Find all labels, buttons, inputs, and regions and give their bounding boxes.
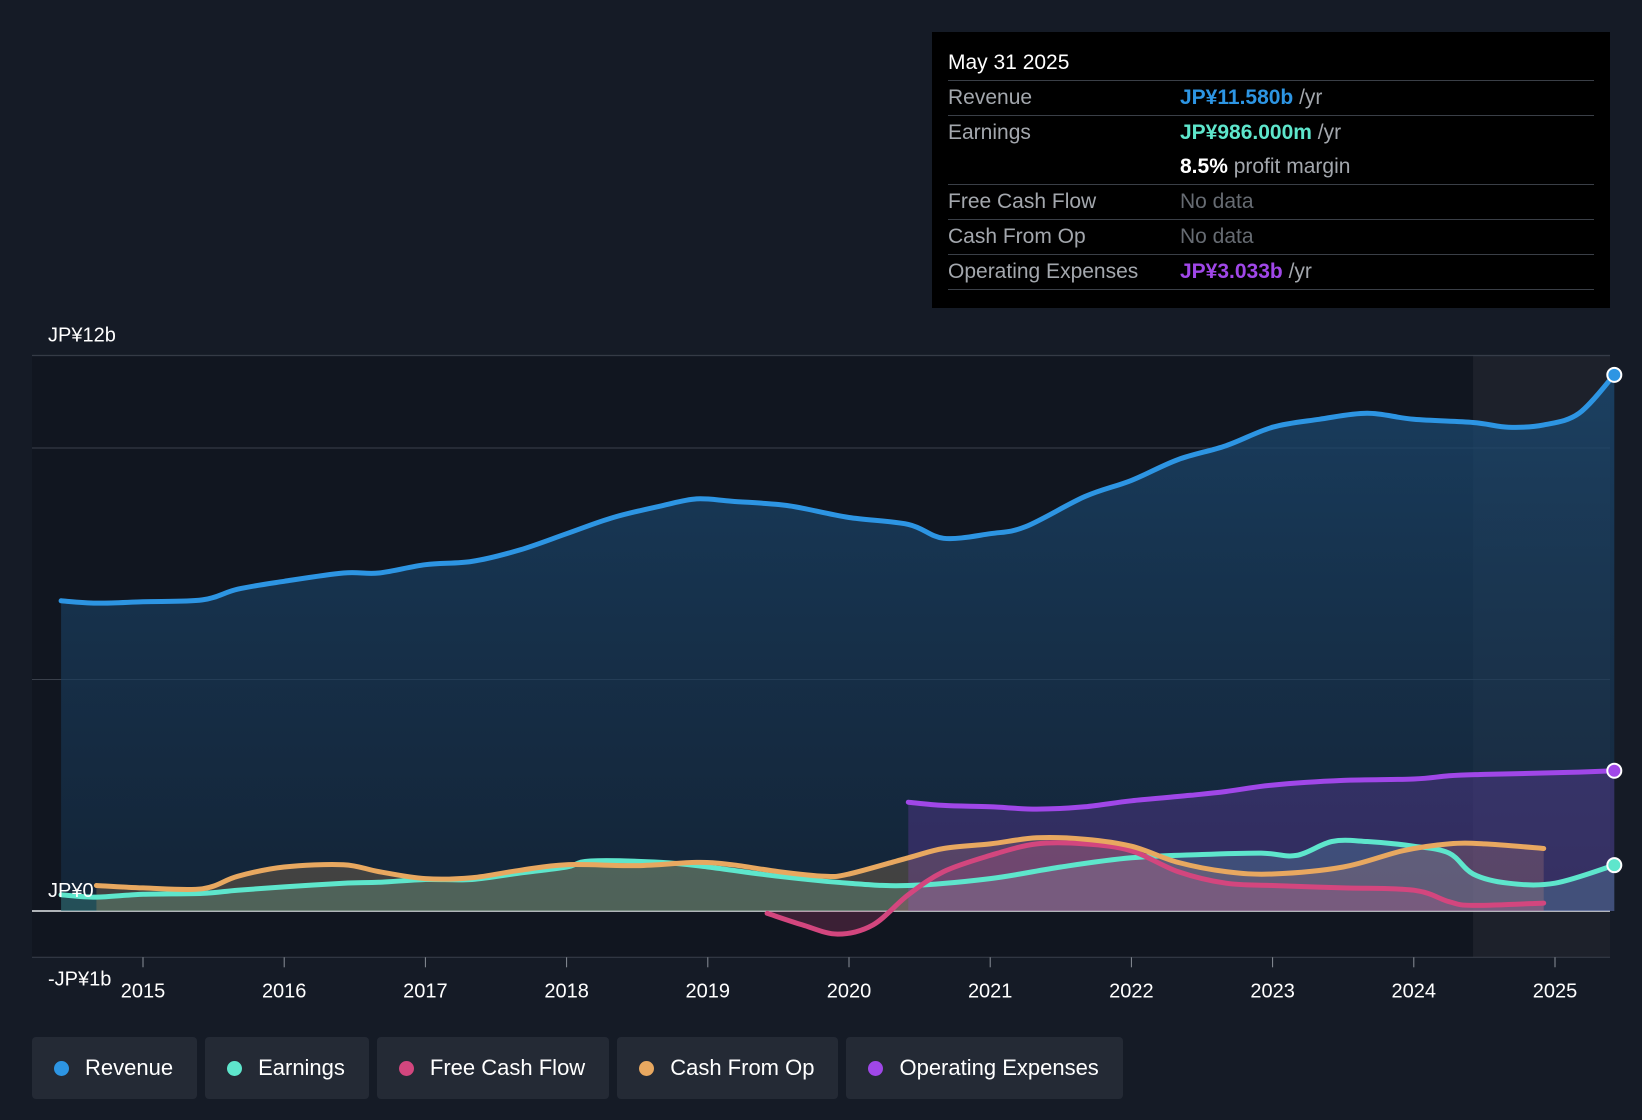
tooltip-label: Free Cash Flow	[948, 190, 1097, 213]
legend-item-cash-from-op[interactable]: Cash From Op	[617, 1037, 839, 1099]
legend-dot-icon	[54, 1060, 69, 1076]
operating-expenses-line	[905, 768, 1617, 812]
cash-from-op-area	[96, 837, 1544, 911]
legend-label: Earnings	[258, 1055, 345, 1080]
tooltip-unit: profit margin	[1227, 155, 1351, 178]
legend-item-earnings[interactable]: Earnings	[205, 1037, 369, 1099]
legend-dot-icon	[868, 1060, 884, 1076]
tooltip-label: Earnings	[948, 121, 1031, 144]
y-axis-label: -JP¥1b	[48, 968, 111, 990]
tooltip-row-operating-expenses: Operating Expenses JP¥3.033b /yr	[948, 255, 1594, 290]
tooltip-value: JP¥11.580b	[1180, 86, 1294, 109]
x-tick-label: 2020	[827, 980, 872, 1002]
x-tick-label: 2019	[686, 980, 731, 1002]
earnings-end-marker	[1606, 857, 1623, 874]
legend-item-revenue[interactable]: Revenue	[32, 1037, 198, 1099]
legend-item-operating-expenses[interactable]: Operating Expenses	[846, 1037, 1123, 1099]
legend-label: Cash From Op	[670, 1055, 815, 1080]
operating-expenses-end-marker	[1606, 762, 1623, 779]
earnings-area	[61, 840, 1615, 911]
legend-label: Free Cash Flow	[429, 1055, 586, 1080]
revenue-area	[61, 374, 1615, 911]
tooltip-value: No data	[1180, 190, 1254, 213]
earnings-line	[58, 837, 1617, 900]
revenue-end-marker	[1606, 366, 1623, 383]
x-tick-label: 2025	[1533, 980, 1578, 1002]
x-tick-label: 2024	[1392, 980, 1437, 1002]
free-cash-flow-line	[764, 840, 1547, 937]
tooltip-label: Revenue	[948, 86, 1033, 109]
tooltip-unit: /yr	[1282, 260, 1312, 283]
x-tick-label: 2018	[544, 980, 589, 1002]
legend-item-free-cash-flow[interactable]: Free Cash Flow	[376, 1037, 610, 1099]
x-tick-label: 2017	[403, 980, 448, 1002]
tooltip-row-earnings: Earnings JP¥986.000m /yr	[948, 116, 1594, 150]
y-axis-label: JP¥12b	[48, 324, 116, 346]
revenue-line	[58, 372, 1617, 606]
tooltip-row-free-cash-flow: Free Cash Flow No data	[948, 185, 1594, 220]
tooltip-value: No data	[1180, 225, 1254, 248]
tooltip-value: 8.5%	[1180, 155, 1228, 178]
tooltip-label: Cash From Op	[948, 225, 1086, 248]
cash-from-op-line	[93, 835, 1547, 893]
x-tick-label: 2015	[121, 980, 166, 1002]
tooltip-label	[948, 150, 1180, 184]
tooltip-unit: /yr	[1311, 121, 1342, 144]
legend: Revenue Earnings Free Cash Flow Cash Fro…	[32, 1037, 1123, 1099]
x-tick-label: 2023	[1250, 980, 1295, 1002]
tooltip-row-cash-from-op: Cash From Op No data	[948, 220, 1594, 255]
legend-dot-icon	[639, 1060, 655, 1076]
legend-dot-icon	[398, 1060, 414, 1076]
tooltip-date: May 31 2025	[948, 46, 1594, 81]
tooltip-row-profit-margin: 8.5% profit margin	[948, 150, 1594, 185]
legend-dot-icon	[227, 1060, 243, 1076]
x-tick-label: 2016	[262, 980, 307, 1002]
tooltip-value: JP¥986.000m	[1180, 121, 1312, 144]
tooltip-unit: /yr	[1293, 86, 1323, 109]
tooltip-value: JP¥3.033b	[1180, 260, 1283, 283]
x-tick-label: 2021	[968, 980, 1013, 1002]
x-tick-label: 2022	[1109, 980, 1154, 1002]
tooltip: May 31 2025 Revenue JP¥11.580b /yr Earni…	[932, 32, 1610, 308]
legend-label: Revenue	[85, 1055, 174, 1080]
tooltip-row-revenue: Revenue JP¥11.580b /yr	[948, 81, 1594, 116]
y-axis-label: JP¥0	[48, 880, 94, 902]
legend-label: Operating Expenses	[899, 1055, 1099, 1080]
operating-expenses-area	[908, 770, 1615, 911]
tooltip-label: Operating Expenses	[948, 260, 1139, 283]
